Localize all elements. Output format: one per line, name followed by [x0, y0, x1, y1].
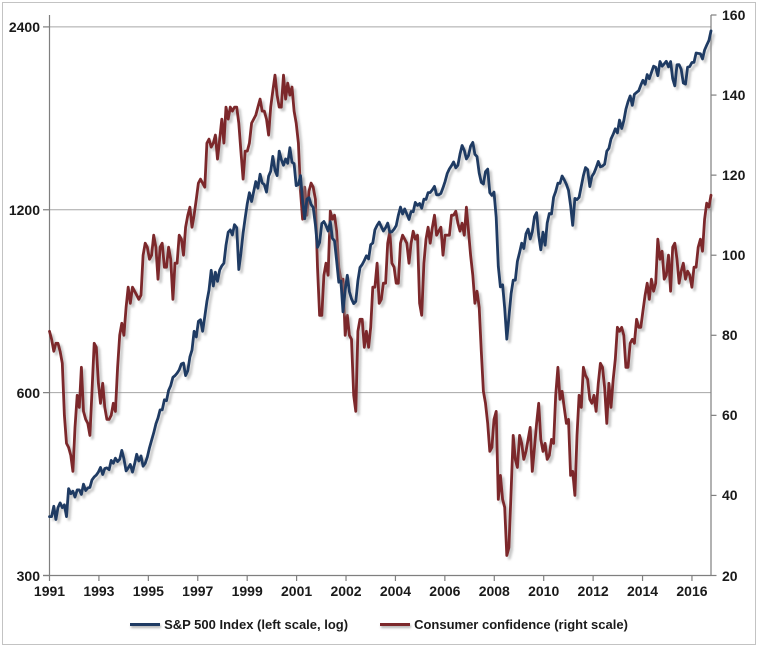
legend-item-confidence: Consumer confidence (right scale) — [380, 617, 628, 632]
gridlines — [49, 26, 711, 394]
x-axis-tick-label: 2014 — [626, 582, 659, 599]
right-axis-tick-label: 80 — [722, 327, 738, 344]
legend-line-confidence-icon — [380, 622, 411, 626]
left-axis-tick-label: 600 — [16, 384, 40, 401]
series-lines — [48, 29, 716, 560]
right-axis-tick-label: 40 — [722, 487, 738, 504]
right-axis-tick-label: 20 — [722, 567, 738, 584]
x-axis-tick-label: 2012 — [577, 582, 609, 599]
x-axis-tick-label: 1999 — [231, 582, 263, 599]
x-axis-tick-label: 2004 — [379, 582, 412, 599]
left-axis-tick-label: 2400 — [8, 18, 40, 35]
x-axis-tick-label: 1991 — [33, 582, 66, 599]
series-shadow — [52, 33, 716, 524]
x-axis-tick-label: 2006 — [429, 582, 461, 599]
x-axis-tick-label: 2010 — [528, 582, 560, 599]
legend-label-sp500: S&P 500 Index (left scale, log) — [164, 616, 349, 632]
right-axis-tick-label: 160 — [722, 7, 746, 23]
x-axis-tick-label: 2008 — [478, 582, 510, 599]
right-axis-tick-label: 100 — [722, 247, 746, 264]
series-line-confidence — [48, 73, 713, 557]
series-line-sp500 — [48, 29, 713, 521]
x-axis-tick-label: 2002 — [330, 582, 362, 599]
x-axis-tick-label: 1993 — [83, 582, 115, 599]
left-axis-tick-label: 300 — [16, 567, 40, 584]
x-axis-tick-label: 1995 — [132, 582, 164, 599]
x-axis-tick-label: 2001 — [281, 582, 313, 599]
right-axis-tick-label: 120 — [722, 167, 746, 184]
x-axis-tick-label: 2016 — [676, 582, 708, 599]
x-axis-tick-label: 1997 — [182, 582, 214, 599]
series-shadow — [50, 76, 716, 560]
right-axis-tick-label: 60 — [722, 407, 738, 424]
axes — [43, 14, 717, 581]
legend-line-sp500-icon — [130, 622, 161, 626]
legend: S&P 500 Index (left scale, log) Consumer… — [0, 612, 758, 636]
right-axis-tick-label: 140 — [722, 87, 746, 104]
left-axis-tick-label: 1200 — [8, 201, 40, 218]
legend-item-sp500: S&P 500 Index (left scale, log) — [130, 617, 348, 632]
legend-label-confidence: Consumer confidence (right scale) — [414, 616, 628, 632]
